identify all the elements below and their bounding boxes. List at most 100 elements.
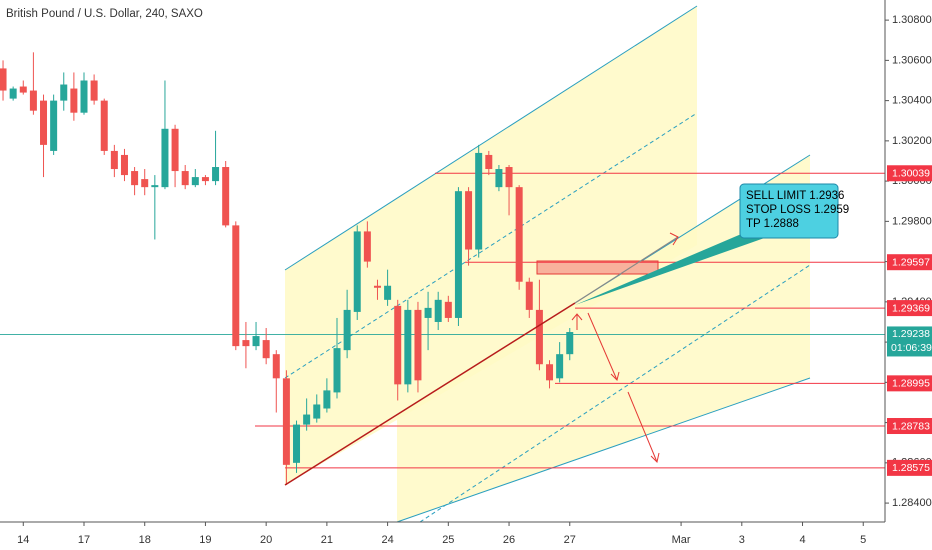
candle-body: [293, 424, 301, 463]
candle: [343, 289, 351, 359]
channel-fill: [285, 6, 697, 485]
candle: [0, 60, 7, 101]
candle: [80, 72, 88, 115]
candle: [282, 370, 290, 485]
callout-box: [739, 183, 839, 239]
x-tick-label: 19: [199, 534, 211, 546]
channel-fill: [397, 155, 810, 522]
candle-body: [556, 354, 564, 379]
arrow: [627, 391, 658, 463]
y-tick-label: 1.29800: [892, 215, 932, 227]
candle: [161, 80, 169, 190]
candle-body: [19, 86, 27, 93]
candle-body: [404, 309, 412, 385]
projection-line: [574, 236, 679, 304]
candle: [323, 378, 331, 413]
candle-body: [50, 100, 58, 151]
level-label-box: [887, 254, 932, 271]
candle: [19, 80, 27, 95]
candle-body: [171, 128, 179, 172]
candle-body: [60, 84, 68, 101]
candle-body: [191, 177, 199, 186]
plot: [0, 52, 885, 485]
candle-body: [343, 309, 351, 351]
x-tick-label: 20: [260, 534, 272, 546]
current-price-box: [887, 326, 932, 357]
candle: [384, 269, 392, 306]
candle-body: [252, 336, 260, 347]
candle: [171, 124, 179, 188]
candle: [110, 144, 118, 178]
candle-body: [373, 285, 381, 288]
arrow-head: [669, 232, 679, 246]
candle-body: [151, 185, 159, 188]
candle: [525, 277, 533, 318]
candle: [313, 394, 321, 423]
candle-body: [242, 340, 250, 347]
level-label: 1.28783: [892, 420, 930, 432]
candle: [181, 165, 189, 190]
candle-body: [70, 88, 78, 113]
candle-body: [272, 354, 280, 379]
arrow-head: [650, 452, 660, 463]
candle: [333, 317, 341, 399]
candle-body: [110, 150, 118, 170]
x-tick-label: 3: [739, 534, 745, 546]
level-label-box: [887, 418, 932, 435]
y-tick-label: 1.28400: [892, 497, 932, 509]
channel-line: [396, 377, 811, 523]
x-tick-label: 5: [860, 534, 866, 546]
channel-mid: [284, 112, 698, 379]
candle: [70, 72, 78, 121]
candle: [363, 221, 371, 268]
candle-body: [222, 167, 230, 226]
candle-body: [29, 90, 37, 111]
candle: [252, 321, 260, 351]
x-tick-label: 14: [17, 534, 29, 546]
candle: [515, 185, 523, 290]
candle: [222, 160, 230, 228]
arrow: [587, 312, 618, 381]
candle-body: [100, 100, 108, 151]
candle-body: [232, 225, 240, 347]
callout-line: STOP LOSS 1.2959: [746, 204, 849, 216]
level-label-box: [887, 165, 932, 182]
candle-body: [313, 404, 321, 419]
x-tick-label: Mar: [672, 534, 691, 546]
candle-body: [394, 305, 402, 385]
candle-body: [9, 88, 17, 99]
candle-body: [303, 414, 311, 425]
trend-line: [284, 302, 576, 486]
candle: [566, 328, 574, 361]
candle-body: [212, 167, 220, 182]
callout-pointer: [575, 226, 770, 305]
level-label: 1.29369: [892, 302, 930, 314]
candle: [29, 52, 37, 115]
annotations: SELL LIMIT 1.2936 STOP LOSS 1.2959 TP 1.…: [284, 183, 849, 486]
candle: [212, 130, 220, 186]
candle: [373, 279, 381, 300]
level-label-box: [887, 300, 932, 317]
candle-body: [201, 177, 209, 182]
candle: [434, 291, 442, 331]
candle-body: [90, 80, 98, 101]
candle: [495, 165, 503, 192]
channel-line: [284, 5, 698, 271]
countdown-label: 01:06:39: [891, 342, 932, 354]
candle: [293, 420, 301, 473]
stop-zone: [536, 260, 659, 275]
candle: [353, 225, 361, 320]
channel-mid: [419, 264, 811, 523]
level-label-box: [887, 375, 932, 392]
candle-body: [444, 301, 452, 318]
candle: [40, 94, 48, 178]
candle: [90, 74, 98, 105]
candle: [9, 86, 17, 101]
candle: [100, 98, 108, 155]
candle: [151, 175, 159, 240]
candle-body: [353, 231, 361, 312]
candle-body: [333, 348, 341, 393]
candle-body: [465, 191, 473, 250]
candle-body: [282, 378, 290, 465]
